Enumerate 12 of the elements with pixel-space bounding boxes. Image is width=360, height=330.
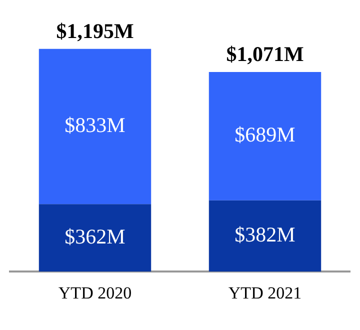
bar [38,48,152,204]
data-label: $382M [234,222,296,247]
x-tick-label: YTD 2021 [228,283,302,302]
x-tick-label: YTD 2020 [58,283,132,302]
data-label: $689M [234,122,296,147]
data-label: $833M [64,113,126,138]
total-label: $1,071M [226,42,304,66]
bar [208,200,322,272]
bar [38,204,152,272]
bar [208,72,322,200]
total-label: $1,195M [56,18,134,43]
data-label: $362M [64,224,126,248]
